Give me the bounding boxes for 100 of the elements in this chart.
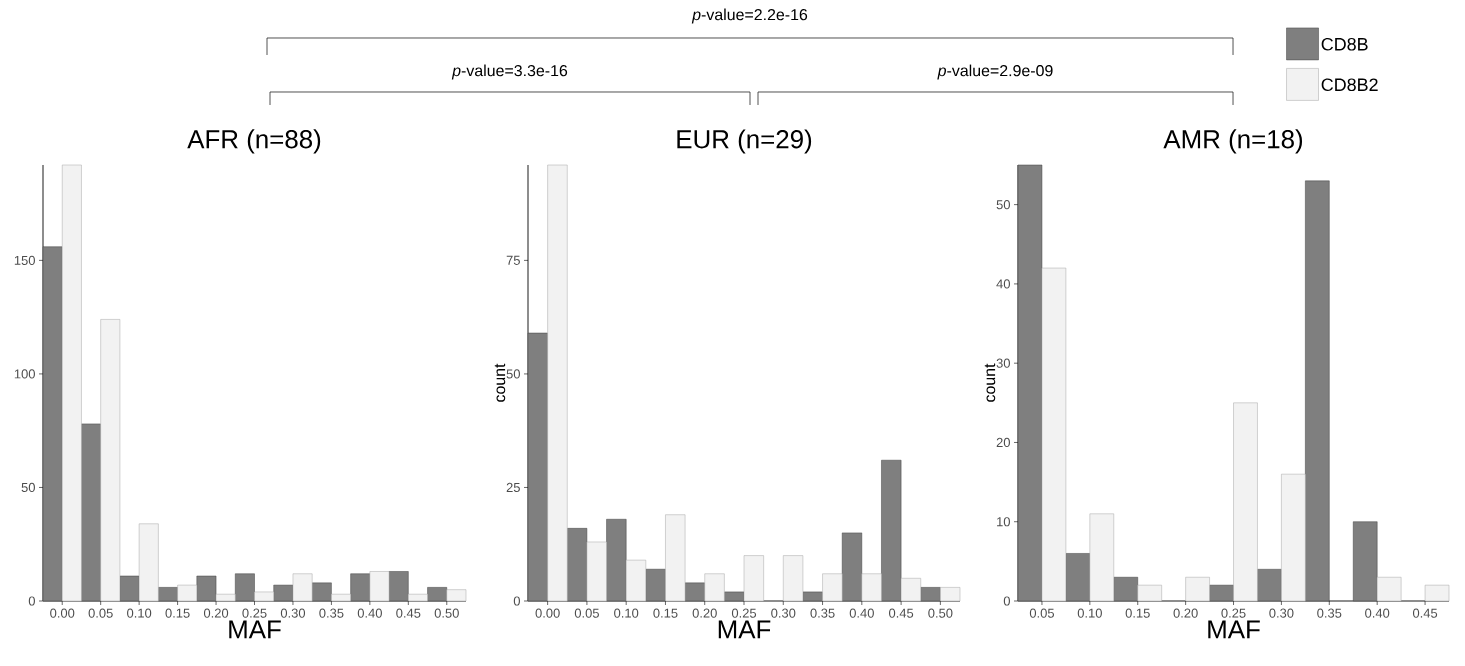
bar [1305, 180, 1330, 602]
bar [783, 555, 804, 602]
y-tick-label: 50 [996, 200, 1010, 210]
bar [350, 573, 371, 602]
y-tick-label: 0 [1003, 596, 1010, 606]
bar [177, 584, 198, 602]
bar [1185, 576, 1210, 602]
legend-label: CD8B2 [1321, 78, 1378, 92]
x-tick-label: 0.45 [396, 608, 421, 618]
chart-title: AFR (n=88) [187, 129, 321, 154]
chart-title: EUR (n=29) [677, 129, 812, 154]
bar [743, 555, 764, 602]
y-tick-label: 25 [506, 482, 520, 493]
bar [1281, 473, 1306, 602]
y-tick-label: 150 [14, 255, 35, 265]
bar [388, 571, 409, 602]
bar [292, 573, 313, 602]
chart-title: AMR (n=18) [1163, 129, 1303, 154]
bar [119, 575, 140, 602]
x-tick-label: 0.10 [614, 608, 639, 618]
bar [81, 423, 101, 602]
y-tick-label: 50 [506, 369, 520, 379]
bar [1113, 576, 1138, 602]
bar [567, 528, 588, 602]
bar [724, 591, 745, 602]
bar [665, 514, 686, 602]
bar [1065, 553, 1091, 602]
bar [1041, 267, 1067, 602]
x-tick-label: 0.05 [1029, 608, 1055, 618]
bar [1233, 402, 1258, 602]
x-axis-title: MAF [229, 620, 281, 639]
bar [446, 589, 467, 602]
x-tick-label: 0.50 [434, 608, 459, 618]
bar [802, 591, 823, 602]
bar [1352, 521, 1378, 602]
x-tick-label: 0.20 [1173, 608, 1198, 618]
bar [1376, 576, 1402, 602]
bar [138, 523, 159, 602]
bar [920, 587, 941, 602]
y-axis-title: count [494, 363, 506, 402]
bar [645, 568, 666, 602]
x-tick-label: 0.10 [1077, 608, 1102, 618]
bar [331, 593, 351, 602]
x-tick-label: 0.40 [1365, 608, 1390, 618]
legend-label: CD8B [1321, 37, 1368, 51]
x-tick-label: 0.20 [203, 608, 229, 618]
x-tick-label: 0.30 [1269, 608, 1294, 618]
bar [586, 541, 607, 602]
bar [1209, 584, 1234, 602]
bar [254, 591, 274, 602]
x-tick-label: 0.40 [849, 608, 874, 618]
bar [684, 582, 705, 602]
x-tick-label: 0.05 [574, 608, 599, 618]
bar [196, 575, 217, 602]
bar [841, 532, 863, 602]
y-tick-label: 50 [21, 482, 35, 493]
bar [427, 587, 448, 602]
x-tick-label: 0.50 [928, 608, 953, 618]
bar [235, 573, 255, 602]
bar [158, 587, 178, 602]
x-tick-label: 0.45 [1412, 608, 1438, 618]
x-tick-label: 0.10 [127, 608, 152, 618]
text: p-value=2.2e-16 [691, 8, 808, 24]
text: p-value=3.3e-16 [451, 64, 568, 80]
bar [311, 582, 332, 602]
bar [940, 587, 961, 602]
bar [861, 573, 882, 602]
bar [625, 559, 647, 602]
bar [1424, 584, 1450, 602]
x-tick-label: 0.15 [165, 608, 190, 618]
y-tick-label: 100 [14, 369, 35, 379]
x-axis-title: MAF [1208, 620, 1260, 639]
x-tick-label: 0.30 [280, 608, 306, 618]
bar [822, 573, 843, 602]
x-tick-label: 0.25 [1221, 608, 1246, 618]
bar [1089, 513, 1115, 602]
bar [61, 164, 82, 602]
x-tick-label: 0.00 [50, 608, 75, 618]
y-tick-label: 40 [996, 279, 1010, 289]
bar [1137, 584, 1162, 602]
bar [369, 571, 390, 602]
y-tick-label: 75 [506, 255, 520, 265]
y-axis-title: count [984, 363, 996, 402]
y-tick-label: 0 [513, 596, 520, 606]
y-tick-label: 20 [996, 437, 1010, 448]
x-tick-label: 0.40 [357, 608, 382, 618]
bar [215, 593, 236, 602]
x-tick-label: 0.25 [731, 608, 757, 618]
x-tick-label: 0.35 [810, 608, 835, 618]
x-tick-label: 0.05 [88, 608, 113, 618]
x-tick-label: 0.20 [692, 608, 717, 618]
y-tick-label: 10 [997, 517, 1010, 527]
x-tick-label: 0.35 [1317, 608, 1342, 618]
bar [704, 573, 725, 602]
y-tick-label: 30 [996, 358, 1010, 368]
bar [408, 593, 428, 602]
x-tick-label: 0.45 [889, 608, 914, 618]
bar [606, 519, 627, 602]
text: p-value=2.9e-09 [937, 64, 1053, 80]
bar [273, 584, 294, 602]
